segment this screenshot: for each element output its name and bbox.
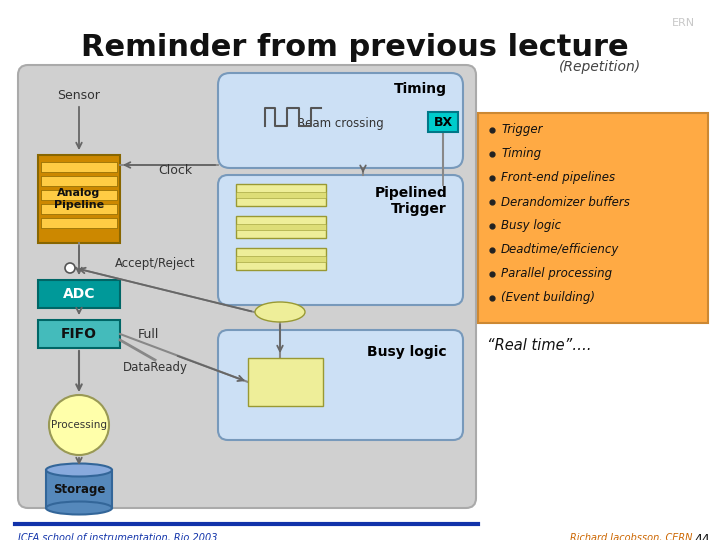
Text: ADC: ADC [63, 287, 95, 301]
Circle shape [49, 395, 109, 455]
Text: Pipelined
Trigger: Pipelined Trigger [374, 186, 447, 216]
FancyBboxPatch shape [218, 175, 463, 305]
Text: ICFA school of instrumentation, Rio 2003: ICFA school of instrumentation, Rio 2003 [18, 533, 217, 540]
Text: DataReady: DataReady [122, 361, 187, 375]
Bar [428, 112, 458, 132]
Text: Trigger: Trigger [501, 124, 542, 137]
Bar [478, 113, 708, 323]
Text: (Repetition): (Repetition) [559, 60, 641, 74]
Text: Sensor: Sensor [58, 89, 100, 102]
Text: Derandomizer buffers: Derandomizer buffers [501, 195, 630, 208]
Bar [38, 320, 120, 348]
Text: Timing: Timing [501, 147, 541, 160]
Text: Full: Full [138, 327, 159, 341]
Text: FIFO: FIFO [61, 327, 97, 341]
Bar [46, 470, 112, 508]
Text: Clock: Clock [158, 165, 192, 178]
Bar [236, 216, 326, 238]
Text: ERN: ERN [672, 18, 695, 28]
Text: Timing: Timing [394, 82, 447, 96]
Bar [38, 280, 120, 308]
Bar [236, 192, 326, 198]
Text: Accept/Reject: Accept/Reject [114, 258, 195, 271]
Text: 44: 44 [694, 533, 710, 540]
Bar [236, 184, 326, 206]
Bar [41, 204, 117, 214]
Bar [41, 190, 117, 200]
Text: Beam crossing: Beam crossing [297, 118, 383, 131]
Text: Richard Jacobsson, CERN: Richard Jacobsson, CERN [570, 533, 693, 540]
Ellipse shape [46, 502, 112, 515]
Text: Busy logic: Busy logic [367, 345, 447, 359]
Text: Processing: Processing [51, 420, 107, 430]
Bar [236, 256, 326, 262]
Bar [248, 358, 323, 406]
FancyBboxPatch shape [218, 73, 463, 168]
Text: Parallel processing: Parallel processing [501, 267, 612, 280]
Text: Deadtime/efficiency: Deadtime/efficiency [501, 244, 619, 256]
FancyBboxPatch shape [218, 330, 463, 440]
Bar [41, 162, 117, 172]
Text: Storage: Storage [53, 483, 105, 496]
Text: “Real time”….: “Real time”…. [487, 338, 592, 353]
Bar [41, 176, 117, 186]
Text: (Event building): (Event building) [501, 292, 595, 305]
Text: Reminder from previous lecture: Reminder from previous lecture [81, 33, 629, 62]
FancyBboxPatch shape [18, 65, 476, 508]
Ellipse shape [255, 302, 305, 322]
Text: Busy logic: Busy logic [501, 219, 561, 233]
Text: Analog
Pipeline: Analog Pipeline [54, 188, 104, 210]
Bar [236, 224, 326, 230]
Bar [41, 218, 117, 228]
Bar [38, 155, 120, 243]
Text: Front-end pipelines: Front-end pipelines [501, 172, 615, 185]
Bar [236, 248, 326, 270]
Text: BX: BX [433, 116, 453, 129]
Ellipse shape [46, 463, 112, 476]
Circle shape [65, 263, 75, 273]
